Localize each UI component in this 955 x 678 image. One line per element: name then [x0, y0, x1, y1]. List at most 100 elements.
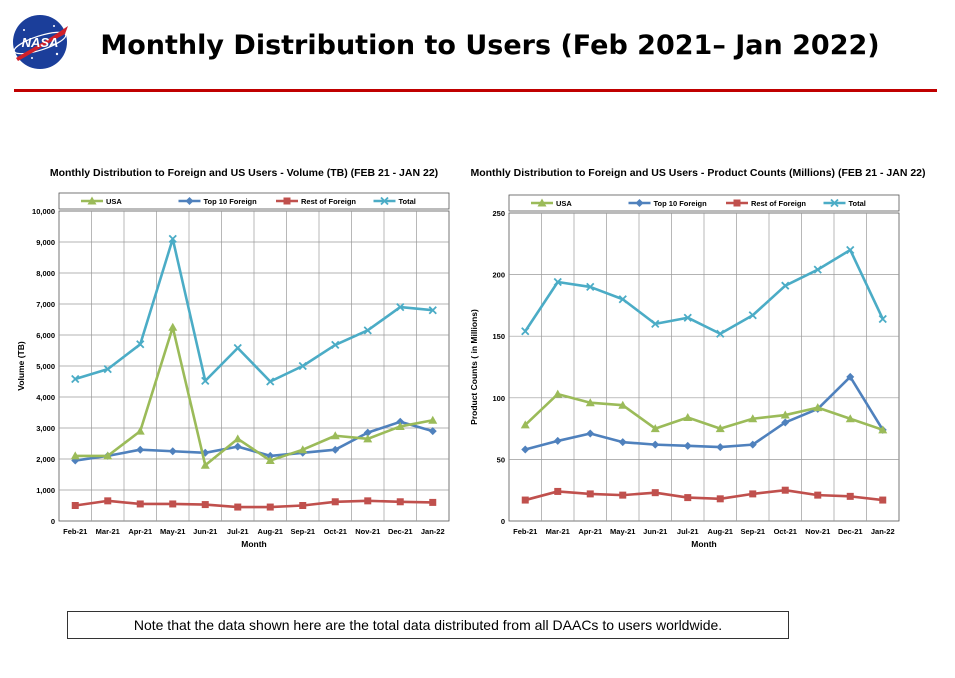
counts-point-1-0: [521, 445, 530, 454]
counts-ytick-0: 0: [501, 517, 505, 526]
volume-point-0-11: [428, 415, 438, 424]
counts-ytick-5: 250: [492, 209, 505, 218]
volume-point-2-9: [364, 497, 372, 505]
volume-point-0-5: [233, 434, 243, 443]
counts-point-1-8: [781, 418, 790, 427]
page-title: Monthly Distribution to Users (Feb 2021–…: [100, 30, 880, 61]
product-counts-chart: Monthly Distribution to Foreign and US U…: [466, 160, 942, 555]
counts-series-line-2: [524, 488, 883, 502]
counts-xtick-6: Aug-21: [708, 527, 733, 536]
volume-ylabel: Volume (TB): [16, 341, 26, 391]
counts-legend-label-0: USA: [556, 199, 572, 208]
volume-point-1-9: [363, 428, 372, 437]
counts-ytick-2: 100: [492, 394, 505, 403]
volume-point-3-7: [298, 361, 307, 371]
volume-xtick-1: Mar-21: [96, 527, 120, 536]
counts-ytick-4: 200: [492, 271, 505, 280]
counts-point-2-4: [651, 489, 659, 497]
counts-point-2-2: [586, 490, 594, 498]
volume-ytick-10: 10,000: [32, 207, 55, 216]
volume-series-line-2: [75, 499, 433, 509]
counts-xtick-1: Mar-21: [546, 527, 570, 536]
counts-point-0-5: [683, 413, 693, 422]
logo-text: NASA: [22, 35, 59, 50]
counts-xtick-3: May-21: [610, 527, 635, 536]
volume-ytick-9: 9,000: [36, 238, 55, 247]
volume-point-1-8: [331, 445, 340, 454]
counts-legend: USA Top 10 Foreign Rest of Foreign Total: [508, 194, 900, 212]
volume-legend-label-1: Top 10 Foreign: [204, 197, 258, 206]
counts-point-1-1: [553, 436, 562, 445]
counts-xtick-11: Jan-22: [871, 527, 895, 536]
volume-point-3-3: [168, 234, 177, 244]
counts-point-2-9: [814, 491, 822, 499]
counts-point-0-6: [715, 424, 725, 433]
counts-point-1-2: [586, 429, 595, 438]
counts-legend-label-2: Rest of Foreign: [751, 199, 806, 208]
volume-xtick-9: Nov-21: [355, 527, 380, 536]
volume-xtick-7: Sep-21: [290, 527, 315, 536]
volume-ytick-5: 5,000: [36, 362, 55, 371]
counts-legend-label-3: Total: [849, 199, 866, 208]
volume-point-0-9: [363, 434, 373, 443]
volume-point-3-5: [233, 343, 242, 353]
counts-xtick-4: Jun-21: [643, 527, 667, 536]
counts-xlabel: Month: [691, 539, 717, 549]
volume-point-2-0: [71, 502, 79, 509]
volume-title: Monthly Distribution to Foreign and US U…: [50, 167, 438, 179]
counts-point-3-2: [586, 282, 595, 292]
volume-point-0-1: [103, 451, 113, 460]
volume-legend-label-3: Total: [399, 197, 416, 206]
counts-series-3: [521, 245, 887, 338]
volume-point-0-6: [265, 456, 275, 465]
volume-point-3-6: [266, 377, 275, 386]
volume-ytick-3: 3,000: [36, 424, 55, 433]
counts-point-2-6: [716, 495, 724, 503]
counts-point-3-1: [553, 277, 562, 287]
counts-point-1-5: [683, 441, 692, 450]
counts-point-3-9: [813, 265, 822, 274]
counts-point-1-7: [748, 440, 757, 449]
volume-point-2-8: [331, 498, 339, 506]
volume-legend-label-2: Rest of Foreign: [301, 197, 356, 206]
counts-point-1-4: [651, 440, 660, 449]
volume-svg: Monthly Distribution to Foreign and US U…: [16, 167, 450, 549]
counts-series-line-1: [524, 375, 884, 451]
counts-point-1-6: [716, 443, 725, 452]
volume-series-0: [70, 322, 438, 469]
counts-xtick-0: Feb-21: [513, 527, 537, 536]
volume-ytick-6: 6,000: [36, 331, 55, 340]
counts-legend-box: [508, 194, 900, 212]
counts-point-0-7: [748, 414, 758, 423]
volume-ytick-7: 7,000: [36, 300, 55, 309]
volume-point-0-4: [200, 460, 210, 469]
volume-point-0-8: [330, 431, 340, 440]
counts-xtick-5: Jul-21: [677, 527, 699, 536]
counts-series-0: [520, 389, 888, 434]
volume-point-2-10: [396, 498, 404, 506]
counts-point-2-7: [749, 490, 757, 498]
counts-point-3-10: [846, 245, 855, 255]
counts-svg: Monthly Distribution to Foreign and US U…: [469, 167, 926, 549]
counts-point-3-0: [521, 327, 530, 336]
volume-point-0-3: [168, 322, 178, 331]
volume-series-line-0: [75, 325, 433, 467]
volume-point-3-8: [331, 340, 340, 350]
volume-point-2-5: [234, 503, 242, 511]
volume-point-1-5: [233, 442, 242, 451]
counts-legend-marker-3: [830, 198, 839, 208]
volume-xtick-10: Dec-21: [388, 527, 413, 536]
volume-legend-marker-1: [185, 197, 194, 205]
counts-point-3-7: [748, 311, 757, 320]
counts-series-line-3: [524, 248, 884, 336]
volume-point-3-4: [201, 376, 210, 386]
counts-legend-label-1: Top 10 Foreign: [654, 199, 708, 208]
counts-point-1-10: [846, 372, 855, 381]
counts-legend-marker-1: [635, 199, 644, 207]
volume-xtick-6: Aug-21: [258, 527, 283, 536]
counts-point-3-8: [781, 281, 790, 290]
counts-point-0-2: [585, 398, 595, 407]
counts-legend-marker-2: [733, 199, 741, 207]
volume-legend-marker-0: [87, 196, 97, 205]
counts-point-0-10: [845, 414, 855, 423]
